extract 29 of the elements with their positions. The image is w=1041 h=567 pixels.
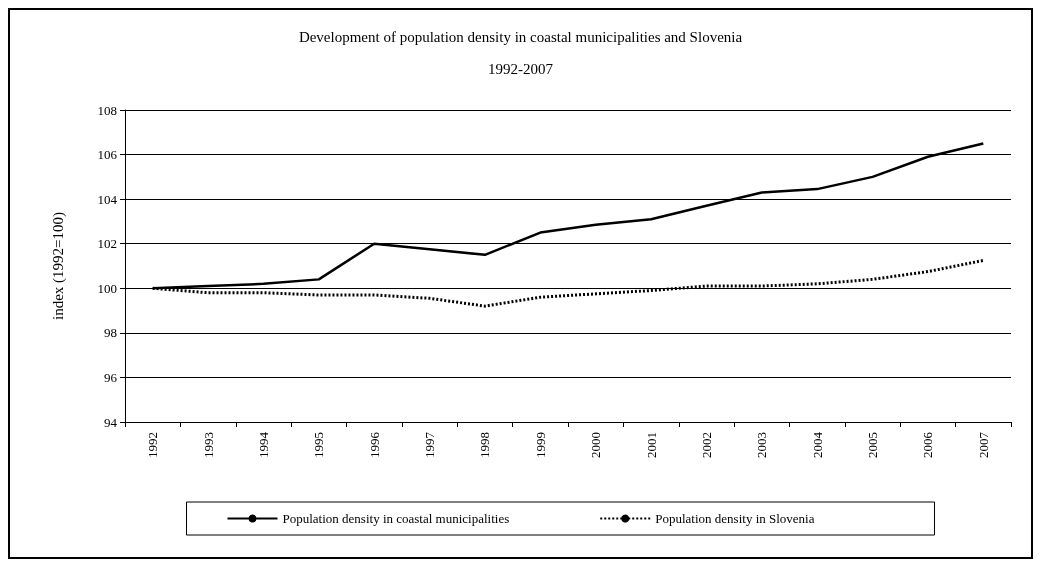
x-tick-label: 2004 [809,431,825,458]
x-tick-label: 2007 [975,431,991,458]
x-tick-label: 2005 [865,432,881,458]
x-tick-label: 1998 [477,432,493,458]
x-tick-label: 1995 [311,432,327,458]
x-tick-label: 2000 [588,432,604,458]
x-tick-label: 1994 [255,431,271,458]
legend-label: Population density in coastal municipalities [282,511,510,526]
y-tick-label: 94 [104,414,118,430]
y-tick-label: 100 [97,280,117,296]
y-tick-label: 98 [104,325,117,341]
y-tick-label: 108 [97,102,117,118]
x-tick-label: 1992 [145,432,161,458]
x-tick-label: 1993 [200,432,216,458]
x-tick-label: 1996 [366,431,382,458]
y-tick-label: 96 [104,369,118,385]
x-tick-label: 1997 [422,431,438,458]
legend-label: Population density in Slovenia [655,511,815,526]
x-tick-label: 1999 [532,432,548,458]
x-tick-label: 2002 [698,432,714,458]
chart-subtitle: 1992-2007 [488,60,554,77]
y-axis-title: index (1992=100) [49,211,67,321]
x-tick-label: 2003 [754,432,770,458]
y-tick-label: 104 [97,191,118,207]
x-tick-label: 2006 [920,431,936,458]
y-tick-label: 106 [97,147,118,163]
x-tick-label: 2001 [643,432,659,458]
chart-title: Development of population density in coastal municipalities and Slovenia [298,28,743,45]
y-tick-label: 102 [97,236,117,252]
